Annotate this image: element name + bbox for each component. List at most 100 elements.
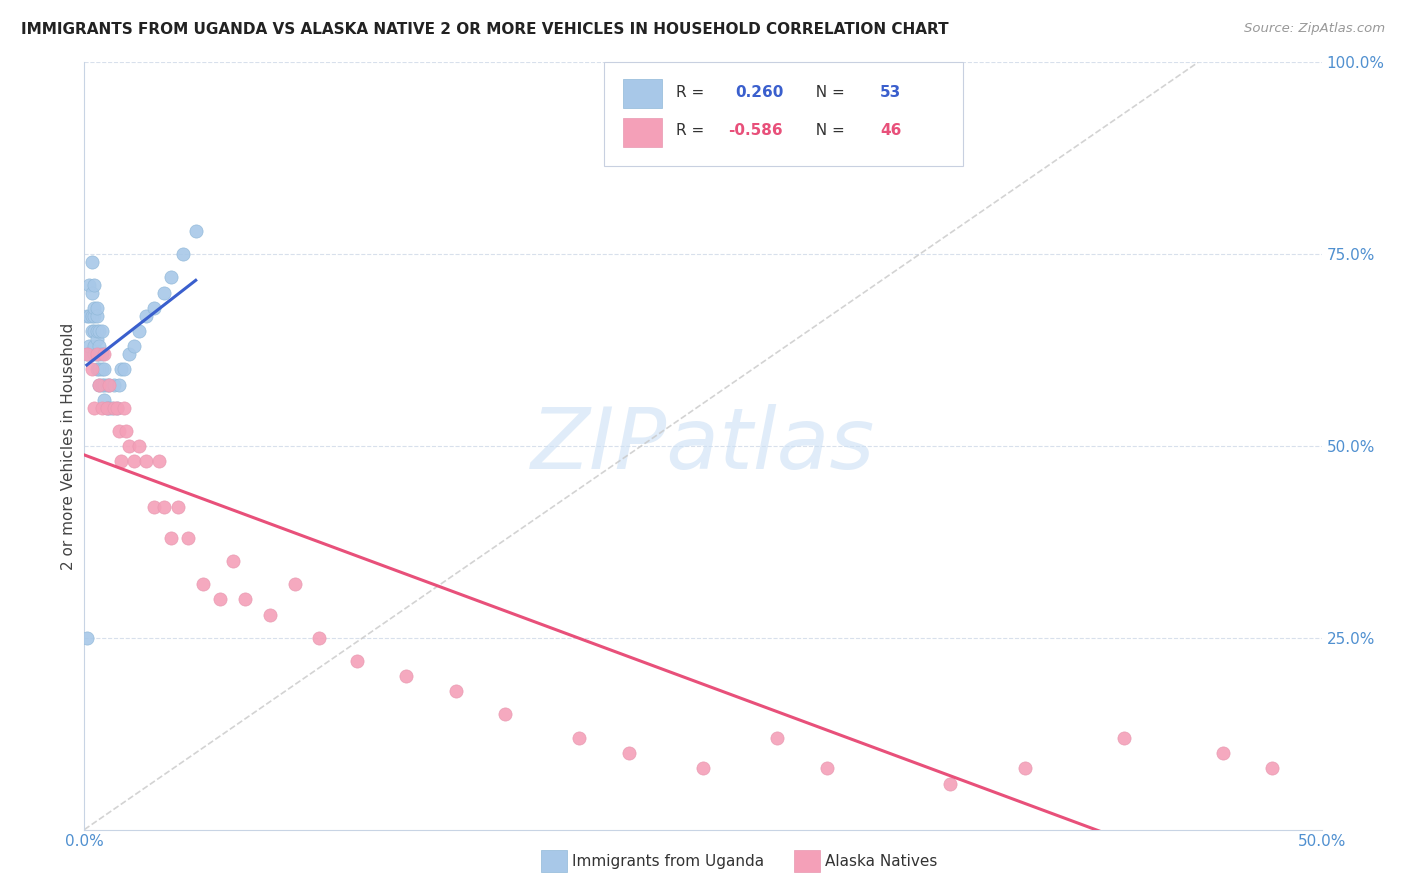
Point xyxy=(148,454,170,468)
Point xyxy=(93,362,115,376)
Point xyxy=(209,592,232,607)
Point xyxy=(191,577,214,591)
Text: R =: R = xyxy=(676,85,714,100)
Point xyxy=(96,401,118,415)
Point xyxy=(83,277,105,292)
Point xyxy=(83,401,105,415)
Point xyxy=(1261,761,1284,775)
Point xyxy=(152,285,174,300)
Point xyxy=(766,731,789,745)
Text: 46: 46 xyxy=(880,123,901,138)
Point xyxy=(89,324,111,338)
Point xyxy=(96,377,118,392)
Point xyxy=(122,339,145,353)
Point xyxy=(177,531,200,545)
Point xyxy=(259,607,281,622)
Point xyxy=(692,761,714,775)
Point xyxy=(86,309,108,323)
Point xyxy=(86,362,108,376)
Point xyxy=(90,377,112,392)
Point xyxy=(118,347,141,361)
Point xyxy=(395,669,418,683)
Point xyxy=(128,439,150,453)
Point xyxy=(160,270,183,285)
Point xyxy=(815,761,838,775)
Text: R =: R = xyxy=(676,123,709,138)
FancyBboxPatch shape xyxy=(623,79,662,109)
Point xyxy=(93,392,115,407)
Point xyxy=(86,324,108,338)
Point xyxy=(167,500,190,515)
Point xyxy=(284,577,307,591)
Point xyxy=(93,377,115,392)
Point xyxy=(152,500,174,515)
Point xyxy=(80,362,103,376)
Point xyxy=(86,332,108,346)
Point xyxy=(98,377,121,392)
Point xyxy=(939,776,962,790)
Text: Immigrants from Uganda: Immigrants from Uganda xyxy=(572,855,765,869)
Point xyxy=(76,631,98,645)
Point xyxy=(80,309,103,323)
Point xyxy=(79,339,101,353)
Point xyxy=(494,707,516,722)
Point xyxy=(1212,746,1234,760)
Point xyxy=(135,454,157,468)
Point xyxy=(118,439,141,453)
Point xyxy=(79,277,101,292)
Point xyxy=(346,654,368,668)
Point xyxy=(105,401,128,415)
Point xyxy=(128,324,150,338)
Point xyxy=(89,377,111,392)
FancyBboxPatch shape xyxy=(623,118,662,147)
Text: 53: 53 xyxy=(880,85,901,100)
Point xyxy=(103,377,125,392)
Point xyxy=(89,377,111,392)
Point xyxy=(184,224,207,238)
Point xyxy=(142,301,165,315)
Point xyxy=(160,531,183,545)
Point xyxy=(110,454,132,468)
Point xyxy=(233,592,256,607)
Point xyxy=(568,731,591,745)
Text: N =: N = xyxy=(806,123,849,138)
Text: Source: ZipAtlas.com: Source: ZipAtlas.com xyxy=(1244,22,1385,36)
Point xyxy=(80,285,103,300)
Text: -0.586: -0.586 xyxy=(728,123,782,138)
Point xyxy=(98,377,121,392)
Text: ZIPatlas: ZIPatlas xyxy=(531,404,875,488)
Text: Alaska Natives: Alaska Natives xyxy=(825,855,938,869)
Point xyxy=(135,309,157,323)
Point xyxy=(100,401,122,415)
Point xyxy=(110,362,132,376)
Point xyxy=(86,301,108,315)
Point xyxy=(89,347,111,361)
Point xyxy=(98,401,121,415)
Point xyxy=(83,347,105,361)
Point xyxy=(617,746,640,760)
Point xyxy=(79,309,101,323)
Point xyxy=(76,309,98,323)
Point xyxy=(115,424,138,438)
Point xyxy=(83,309,105,323)
Point xyxy=(222,554,245,568)
Point xyxy=(83,324,105,338)
Point xyxy=(83,301,105,315)
Text: N =: N = xyxy=(806,85,849,100)
Text: 0.260: 0.260 xyxy=(735,85,783,100)
Point xyxy=(108,377,131,392)
Point xyxy=(90,347,112,361)
Point xyxy=(103,401,125,415)
Point xyxy=(93,347,115,361)
Point xyxy=(83,339,105,353)
Point xyxy=(172,247,194,261)
Point xyxy=(86,347,108,361)
Point xyxy=(86,347,108,361)
Point xyxy=(80,324,103,338)
Point xyxy=(80,255,103,269)
Point xyxy=(112,401,135,415)
Point xyxy=(76,347,98,361)
Point xyxy=(308,631,330,645)
Point xyxy=(76,347,98,361)
Point xyxy=(1014,761,1036,775)
